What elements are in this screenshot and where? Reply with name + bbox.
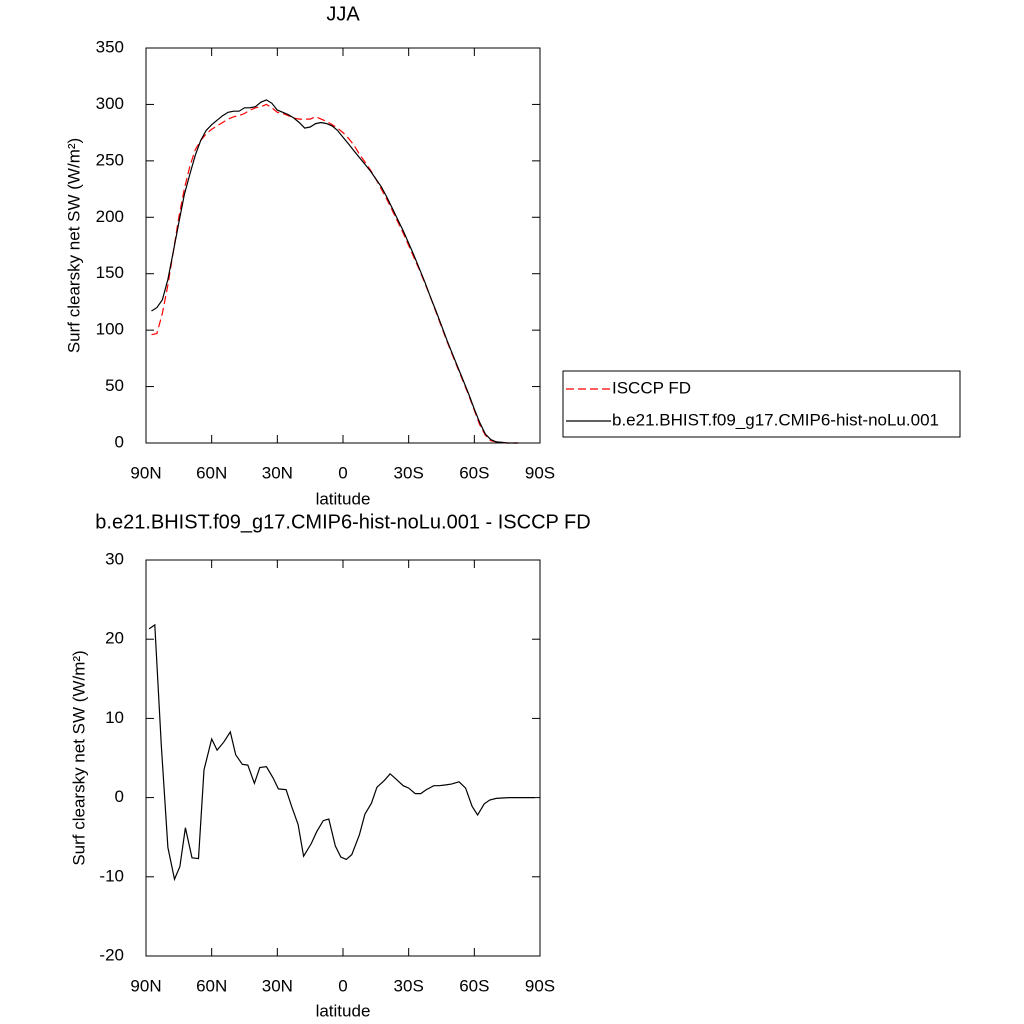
x-tick-label: 60N	[196, 463, 227, 482]
chart-title: JJA	[326, 3, 360, 25]
y-tick-label: 200	[96, 207, 124, 226]
x-tick-label: 0	[338, 976, 347, 995]
legend-label: b.e21.BHIST.f09_g17.CMIP6-hist-noLu.001	[612, 410, 939, 429]
x-tick-label: 90N	[130, 976, 161, 995]
data-line	[151, 99, 519, 444]
y-tick-label: 300	[96, 94, 124, 113]
plot-frame	[145, 559, 541, 957]
data-line	[148, 623, 535, 882]
data-line	[151, 103, 519, 444]
y-tick-label: 250	[96, 150, 124, 169]
x-tick-label: 30N	[262, 976, 293, 995]
y-tick-label: 10	[105, 708, 124, 727]
legend-label: ISCCP FD	[612, 378, 691, 397]
y-tick-label: 20	[105, 629, 124, 648]
y-axis-label: Surf clearsky net SW (W/m²)	[64, 138, 83, 353]
x-tick-label: 90N	[130, 463, 161, 482]
y-tick-label: 30	[105, 549, 124, 568]
x-tick-label: 0	[338, 463, 347, 482]
y-tick-label: 50	[105, 376, 124, 395]
x-tick-label: 30N	[262, 463, 293, 482]
y-axis-label: Surf clearsky net SW (W/m²)	[69, 650, 88, 865]
y-tick-label: 350	[96, 37, 124, 56]
y-tick-label: -10	[99, 866, 124, 885]
x-tick-label: 90S	[525, 976, 555, 995]
y-tick-label: 0	[115, 432, 124, 451]
x-tick-label: 60S	[459, 976, 489, 995]
x-tick-label: 60N	[196, 976, 227, 995]
y-tick-label: 0	[115, 787, 124, 806]
y-tick-label: -20	[99, 945, 124, 964]
x-axis-label: latitude	[316, 1001, 371, 1020]
legend-box	[562, 370, 961, 438]
y-tick-label: 150	[96, 263, 124, 282]
chart-title: b.e21.BHIST.f09_g17.CMIP6-hist-noLu.001 …	[95, 511, 590, 533]
y-tick-label: 100	[96, 320, 124, 339]
x-axis-label: latitude	[316, 489, 371, 508]
x-tick-label: 60S	[459, 463, 489, 482]
x-tick-label: 30S	[394, 976, 424, 995]
x-tick-label: 90S	[525, 463, 555, 482]
x-tick-label: 30S	[394, 463, 424, 482]
plot-frame	[145, 47, 541, 444]
